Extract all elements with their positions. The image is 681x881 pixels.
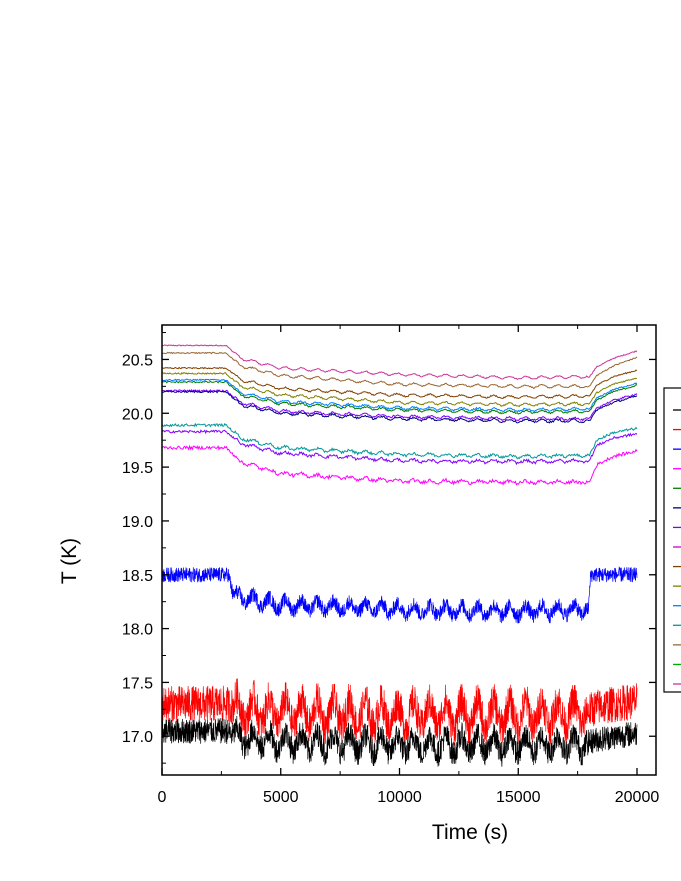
series-line: [162, 388, 638, 422]
legend: [663, 387, 681, 693]
series-line: [161, 566, 638, 624]
series-line: [161, 429, 638, 466]
y-tick-label: 20.0: [122, 406, 153, 423]
series-layer: [161, 344, 638, 767]
series-line: [161, 351, 638, 389]
y-tick-label: 17.5: [122, 675, 153, 692]
series-line: [161, 390, 638, 424]
plot-frame: [161, 324, 657, 776]
y-tick-label: 19.0: [122, 514, 153, 531]
y-tick-label: 18.0: [122, 622, 153, 639]
x-tick-label: 5000: [263, 789, 299, 806]
series-line: [161, 378, 638, 413]
y-tick-label: 17.0: [122, 729, 153, 746]
series-line: [161, 678, 638, 746]
series-line: [162, 366, 638, 400]
y-axis-title: T (K): [58, 538, 81, 584]
y-tick-label: 19.5: [122, 460, 153, 477]
x-tick-label: 20000: [615, 789, 660, 806]
series-line: [161, 344, 638, 381]
x-tick-label: 10000: [377, 789, 422, 806]
x-tick-label: 0: [158, 789, 167, 806]
series-line: [161, 372, 637, 408]
legend-box: [663, 387, 681, 693]
y-tick-label: 18.5: [122, 568, 153, 585]
x-tick-label: 15000: [496, 789, 541, 806]
x-axis-ticks: 0 5000 10000 15000 20000: [158, 325, 660, 806]
series-line: [161, 422, 638, 460]
y-axis-ticks: 17.0 17.5 18.0 18.5 19.0 19.5 20.0 20.5: [122, 332, 656, 764]
y-tick-label: 20.5: [122, 352, 153, 369]
x-axis-title: Time (s): [432, 821, 508, 844]
series-line: [161, 715, 638, 767]
series-line: [161, 444, 638, 486]
series-line: [161, 380, 638, 415]
